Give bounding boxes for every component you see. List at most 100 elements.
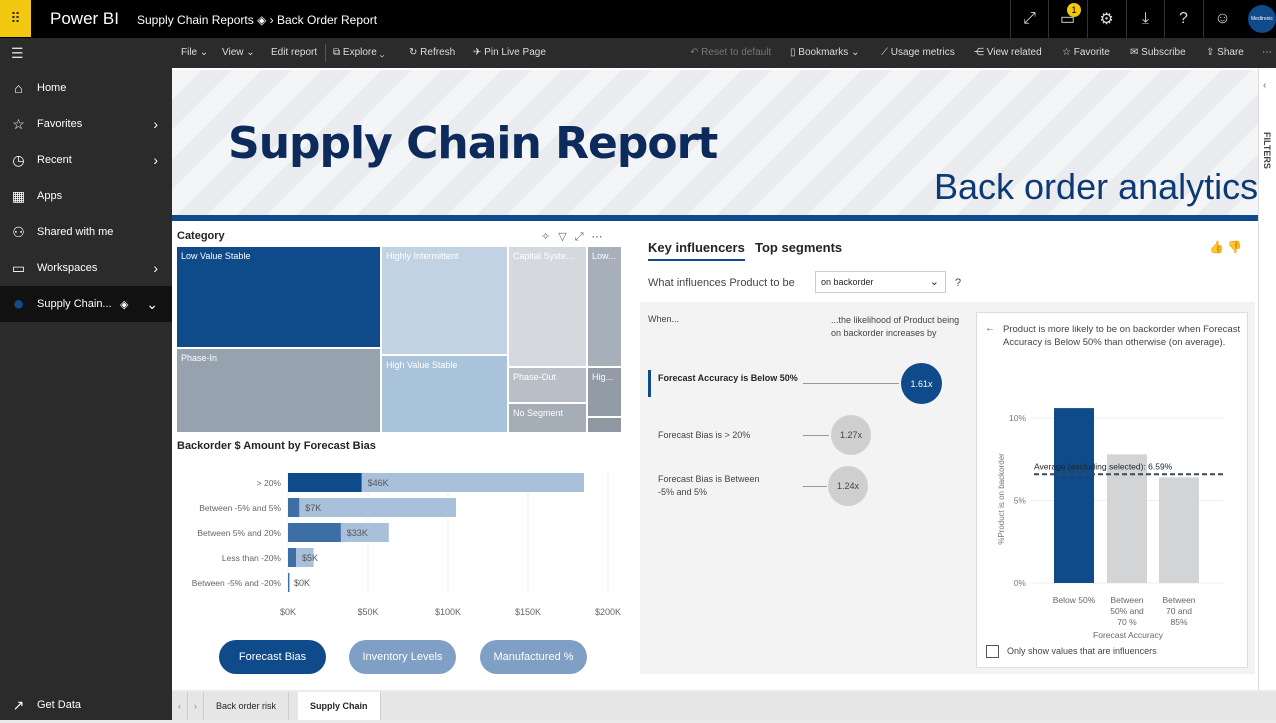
treemap-cell[interactable]: Low... [588,247,621,366]
tab-supply-chain[interactable]: Supply Chain [298,692,381,720]
filter-icon[interactable]: ▽ [558,231,575,243]
refresh-button[interactable]: ↻ Refresh [409,47,456,58]
smiley-icon[interactable]: ☺ [1203,0,1241,38]
edit-report-button[interactable]: Edit report [271,47,318,58]
tab-top-segments[interactable]: Top segments [755,240,843,255]
influencer-bubble[interactable]: 1.27x [831,415,871,455]
column-bar[interactable] [1159,477,1199,583]
tab-scroll-left[interactable]: ‹ [172,692,188,720]
y-tick-label: 5% [1014,496,1027,506]
favorite-button[interactable]: ☆ Favorite [1062,47,1110,58]
bookmarks-menu[interactable]: ▯ Bookmarks ⌄ [790,47,860,58]
clock-icon: ◷ [12,151,25,168]
thumbs-up-icon[interactable]: 👍 [1209,240,1224,254]
column-bar[interactable] [1107,454,1147,583]
outcome-dropdown[interactable]: on backorder ⌄ [815,271,946,293]
arrow-line [803,383,899,384]
expand-icon[interactable]: ⤢ [1010,0,1048,38]
sidebar-item-workspaces[interactable]: ▭ Workspaces › [0,250,172,286]
get-data-button[interactable]: ↗ Get Data [0,687,172,723]
page-subtitle: Back order analytics [934,166,1259,207]
back-arrow-icon[interactable]: ← [985,323,995,334]
file-menu[interactable]: File ⌄ [181,47,209,58]
forecast-bias-button[interactable]: Forecast Bias [219,640,326,674]
gear-icon[interactable]: ⚙ [1087,0,1125,38]
reset-to-default-button[interactable]: ↶ Reset to default [690,47,772,58]
tab-scroll-right[interactable]: › [188,692,204,720]
sidebar-item-recent[interactable]: ◷ Recent › [0,142,172,178]
filters-label: FILTERS [1262,132,1272,169]
sidebar-item-shared[interactable]: ⚇ Shared with me [0,214,172,250]
treemap-cell[interactable]: Low Value Stable [177,247,380,347]
treemap-title: Category [177,230,225,242]
explore-menu[interactable]: ⧉ Explore ⌄ [333,47,385,58]
pin-icon[interactable]: ✧ [541,231,559,243]
influencer-item[interactable]: Forecast Accuracy is Below 50% [658,373,798,383]
breadcrumb-workspace[interactable]: Supply Chain Reports [137,13,254,27]
inventory-levels-button[interactable]: Inventory Levels [349,640,456,674]
sidebar-item-favorites[interactable]: ☆ Favorites › [0,106,172,142]
treemap-cell[interactable]: Phase-In [177,349,380,432]
bar-highlight[interactable] [288,523,341,542]
pin-live-page-button[interactable]: ✈ Pin Live Page [473,47,546,58]
app-launcher-icon[interactable]: ⠿ [0,0,31,37]
home-icon: ⌂ [14,80,23,96]
help-icon[interactable]: ? [1164,0,1202,38]
download-icon[interactable]: ⤓ [1126,0,1164,38]
influencer-bubble[interactable]: 1.24x [828,466,868,506]
view-related-button[interactable]: ⋲ View related [974,47,1042,58]
chevron-down-icon: ⌄ [146,295,158,312]
filters-pane[interactable]: ‹ FILTERS [1258,68,1276,690]
treemap-cell[interactable]: Highly Intermittent [382,247,507,354]
influencer-question: What influences Product to be [648,277,795,289]
bar-highlight[interactable] [288,548,296,567]
bar-highlight[interactable] [288,473,362,492]
bar-chart-title: Backorder $ Amount by Forecast Bias [177,440,376,452]
hamburger-menu-icon[interactable]: ☰ [11,45,24,61]
bar-highlight[interactable] [288,573,289,592]
toolbar-divider [325,44,326,62]
influencer-bubble[interactable]: 1.61x [901,363,942,404]
treemap-cell[interactable]: Capital Syste... [509,247,586,366]
sidebar-item-supply-chain[interactable]: ● Supply Chain... ◈ ⌄ [0,286,172,322]
usage-metrics-button[interactable]: ⟋ Usage metrics [881,47,955,58]
view-menu[interactable]: View ⌄ [222,47,255,58]
treemap-cell[interactable]: Phase-Out [509,368,586,402]
column-bar[interactable] [1054,408,1094,583]
bar-highlight[interactable] [288,498,300,517]
manufactured-button[interactable]: Manufactured % [480,640,587,674]
y-tick-label: 0% [1014,578,1027,588]
tab-back-order-risk[interactable]: Back order risk [204,692,290,720]
data-label: $33K [347,528,368,538]
sidebar-item-apps[interactable]: ▦ Apps [0,178,172,214]
focus-mode-icon[interactable]: ⤢ [574,231,592,243]
treemap-cell[interactable] [588,418,621,432]
feedback-icons: 👍 👎 [1209,240,1242,254]
share-button[interactable]: ⇪ Share [1206,47,1244,58]
tab-key-influencers[interactable]: Key influencers [648,240,745,261]
influencer-item[interactable]: Forecast Bias is > 20% [658,430,751,440]
data-label: $7K [305,503,321,513]
more-options-icon[interactable]: ⋯ [591,231,611,243]
collapse-chevron-icon[interactable]: ‹ [1263,80,1267,91]
x-category-label: Below 50% [1053,595,1096,605]
subscribe-button[interactable]: ✉ Subscribe [1130,47,1186,58]
forecast-bias-bar-chart: $0K $50K $100K $150K $200K > 20% $46K Between -… [192,470,621,617]
help-icon[interactable]: ? [955,277,962,289]
treemap-cell[interactable]: High Value Stable [382,356,507,432]
y-tick-label: 10% [1009,413,1026,423]
treemap-cell[interactable]: Hig... [588,368,621,416]
more-options-icon[interactable]: ⋯ [1262,47,1272,58]
bar-total[interactable] [288,498,456,517]
treemap-cell[interactable]: No Segment [509,404,586,432]
workspaces-icon: ▭ [11,259,26,276]
avatar[interactable]: Medtronic [1248,5,1276,33]
x-tick-label: $50K [357,607,378,617]
checkbox-label: Only show values that are influencers [1007,646,1157,656]
sidebar-item-home[interactable]: ⌂ Home [0,70,172,106]
influencer-item[interactable]: Forecast Bias is Between -5% and 5% [658,474,760,497]
detail-description: Product is more likely to be on backorde… [1003,324,1241,348]
thumbs-down-icon[interactable]: 👎 [1227,240,1243,254]
influencers-only-checkbox[interactable] [986,645,999,658]
bar-total[interactable] [288,473,584,492]
